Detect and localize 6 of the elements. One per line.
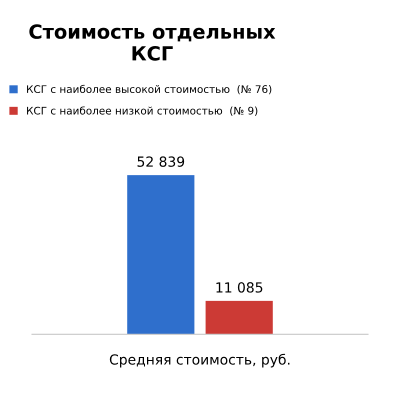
data-label: 11 085 [216, 282, 262, 293]
chart-title: Стоимость отдельных КСГ [29, 24, 276, 61]
x-axis-title: Средняя стоимость, руб. [110, 354, 290, 368]
legend-label: КСГ с наиболее низкой стоимостью (№ 9) [27, 106, 258, 116]
data-label: 52 839 [138, 156, 184, 167]
legend-label: КСГ с наиболее высокой стоимостью (№ 76) [27, 84, 272, 94]
